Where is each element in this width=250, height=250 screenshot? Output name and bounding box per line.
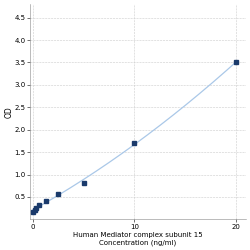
X-axis label: Human Mediator complex subunit 15
Concentration (ng/ml): Human Mediator complex subunit 15 Concen…: [73, 232, 203, 246]
Y-axis label: OD: OD: [4, 106, 13, 118]
